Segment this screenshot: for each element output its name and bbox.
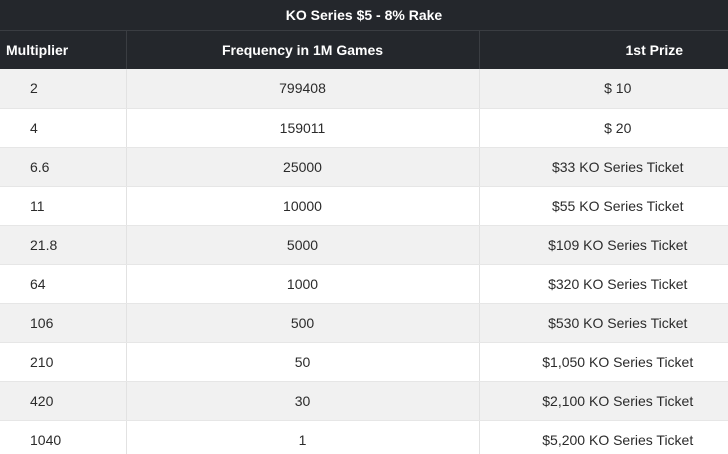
table-body: 2 799408 $ 10 4 159011 $ 20 6.6 25000 $3…	[0, 69, 728, 454]
cell-prize: $55 KO Series Ticket	[479, 186, 728, 226]
cell-multiplier: 21.8	[0, 225, 127, 265]
table-row: 6.6 25000 $33 KO Series Ticket	[0, 147, 728, 187]
prize-table: Multiplier Frequency in 1M Games 1st Pri…	[0, 31, 728, 454]
table-title: KO Series $5 - 8% Rake	[0, 0, 728, 31]
cell-multiplier: 210	[0, 342, 127, 382]
table-row: 1040 1 $5,200 KO Series Ticket	[0, 420, 728, 454]
table-row: 2 799408 $ 10	[0, 69, 728, 109]
cell-prize: $5,200 KO Series Ticket	[479, 420, 728, 454]
cell-frequency: 25000	[126, 147, 480, 187]
cell-frequency: 500	[126, 303, 480, 343]
table-row: 21.8 5000 $109 KO Series Ticket	[0, 225, 728, 265]
cell-prize: $ 20	[479, 108, 728, 148]
cell-multiplier: 4	[0, 108, 127, 148]
cell-frequency: 10000	[126, 186, 480, 226]
cell-frequency: 159011	[126, 108, 480, 148]
cell-multiplier: 64	[0, 264, 127, 304]
cell-multiplier: 11	[0, 186, 127, 226]
cell-multiplier: 6.6	[0, 147, 127, 187]
cell-prize: $109 KO Series Ticket	[479, 225, 728, 265]
table-row: 420 30 $2,100 KO Series Ticket	[0, 381, 728, 421]
table-row: 210 50 $1,050 KO Series Ticket	[0, 342, 728, 382]
cell-multiplier: 106	[0, 303, 127, 343]
cell-frequency: 50	[126, 342, 480, 382]
cell-frequency: 799408	[126, 69, 480, 109]
table-header: Multiplier Frequency in 1M Games 1st Pri…	[0, 31, 728, 69]
cell-prize: $1,050 KO Series Ticket	[479, 342, 728, 382]
header-frequency: Frequency in 1M Games	[126, 31, 480, 69]
cell-prize: $33 KO Series Ticket	[479, 147, 728, 187]
cell-frequency: 1000	[126, 264, 480, 304]
cell-prize: $320 KO Series Ticket	[479, 264, 728, 304]
cell-prize: $ 10	[479, 69, 728, 109]
cell-prize: $530 KO Series Ticket	[479, 303, 728, 343]
cell-multiplier: 420	[0, 381, 127, 421]
cell-multiplier: 2	[0, 69, 127, 109]
cell-frequency: 30	[126, 381, 480, 421]
cell-multiplier: 1040	[0, 420, 127, 454]
table-row: 4 159011 $ 20	[0, 108, 728, 148]
cell-prize: $2,100 KO Series Ticket	[479, 381, 728, 421]
cell-frequency: 5000	[126, 225, 480, 265]
table-row: 64 1000 $320 KO Series Ticket	[0, 264, 728, 304]
table-row: 11 10000 $55 KO Series Ticket	[0, 186, 728, 226]
table-row: 106 500 $530 KO Series Ticket	[0, 303, 728, 343]
header-first-prize: 1st Prize	[479, 31, 728, 69]
header-row: Multiplier Frequency in 1M Games 1st Pri…	[0, 31, 728, 69]
header-multiplier: Multiplier	[0, 31, 127, 69]
cell-frequency: 1	[126, 420, 480, 454]
